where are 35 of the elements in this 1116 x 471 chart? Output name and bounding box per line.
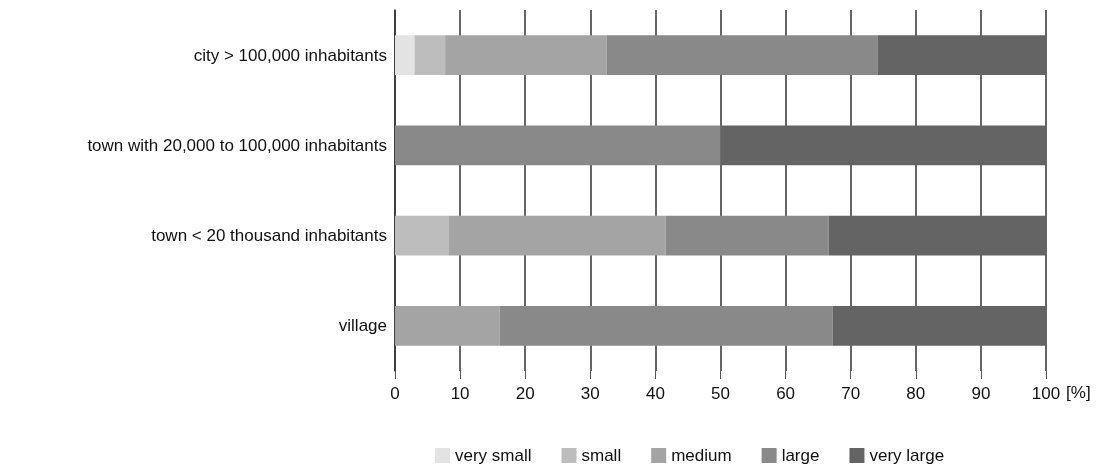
x-tick-label: 10	[450, 384, 470, 403]
bar	[449, 215, 666, 256]
x-tick-label: 20	[515, 384, 535, 403]
x-tick-label: 50	[711, 384, 730, 403]
legend-label: small	[581, 446, 622, 465]
x-tick-label: 90	[971, 384, 991, 403]
legend-label: very small	[455, 446, 532, 465]
x-tick-label: 60	[776, 384, 796, 403]
bar	[395, 215, 450, 256]
bar	[395, 125, 721, 166]
bar	[832, 306, 1046, 346]
bar	[720, 125, 1046, 166]
x-axis-title: [%]	[1066, 383, 1091, 402]
x-tick-label: 80	[906, 384, 926, 403]
bar	[395, 306, 500, 346]
bar	[877, 35, 1046, 75]
bar	[414, 35, 446, 75]
bar	[445, 35, 607, 75]
x-tick-label: 100	[1031, 384, 1061, 403]
y-tick-label: town with 20,000 to 100,000 inhabitants	[87, 135, 387, 155]
x-tick-label: 70	[841, 384, 861, 403]
bar	[665, 215, 829, 256]
bar	[499, 306, 833, 346]
x-tick-label: 0	[390, 384, 400, 403]
x-tick-label: 30	[580, 384, 600, 403]
legend-label: large	[781, 446, 820, 465]
bar	[395, 35, 415, 75]
x-tick-label: 40	[645, 384, 665, 403]
y-tick-label: town < 20 thousand inhabitants	[151, 226, 387, 246]
legend-label: medium	[671, 446, 732, 465]
y-tick-label: city > 100,000 inhabitants	[193, 45, 387, 65]
y-tick-label: village	[338, 316, 387, 336]
legend-label: very large	[869, 446, 945, 465]
bar	[828, 215, 1046, 256]
bar	[606, 35, 878, 75]
